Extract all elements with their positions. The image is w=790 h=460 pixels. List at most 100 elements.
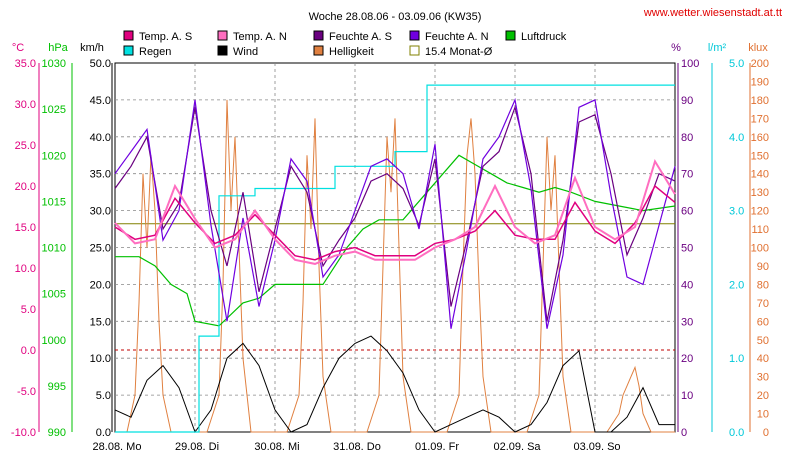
x-tick-label: 28.08. Mo <box>93 441 142 453</box>
tick-label: 20 <box>681 353 693 365</box>
series-regen <box>115 84 675 433</box>
legend-label: Helligkeit <box>329 46 374 58</box>
legend-label: 15.4 Monat-Ø <box>425 46 493 58</box>
tick-label: 0 <box>763 427 769 439</box>
legend-swatch <box>313 30 324 41</box>
tick-label: 15.0 <box>90 316 111 328</box>
legend-swatch <box>409 30 420 41</box>
tick-label: 25.0 <box>90 243 111 255</box>
tick-label: 1005 <box>42 289 66 301</box>
tick-label: 70 <box>681 169 693 181</box>
x-tick-label: 03.09. So <box>573 441 620 453</box>
series-helligkeit <box>115 99 675 433</box>
tick-label: 15.0 <box>15 222 36 234</box>
axis-unit: % <box>671 42 681 54</box>
tick-label: 30.0 <box>90 206 111 218</box>
tick-label: 1030 <box>42 58 66 70</box>
tick-label: 40.0 <box>90 132 111 144</box>
legend-label: Luftdruck <box>521 31 567 43</box>
series-feuchte-s <box>114 105 676 322</box>
tick-label: 1015 <box>42 196 66 208</box>
tick-label: 50 <box>757 335 769 347</box>
legend-swatch <box>123 45 134 56</box>
axis-unit: klux <box>748 42 768 54</box>
legend-label: Temp. A. S <box>139 31 192 43</box>
axis-unit: km/h <box>80 42 104 54</box>
x-tick-label: 02.09. Sa <box>493 441 541 453</box>
legend-label: Feuchte A. N <box>425 31 489 43</box>
tick-label: 10.0 <box>15 263 36 275</box>
tick-label: 50.0 <box>90 58 111 70</box>
tick-label: 10 <box>681 390 693 402</box>
tick-label: 130 <box>751 187 769 199</box>
grid <box>115 63 675 432</box>
series-luftdruck <box>115 154 676 327</box>
tick-label: 40 <box>757 353 769 365</box>
tick-label: 35.0 <box>15 58 36 70</box>
tick-label: 0 <box>681 427 687 439</box>
tick-label: 2.0 <box>729 279 744 291</box>
x-tick-label: 30.08. Mi <box>254 441 299 453</box>
source-url: www.wetter.wiesenstadt.at.tt <box>643 7 782 19</box>
tick-label: 200 <box>751 58 769 70</box>
tick-label: 4.0 <box>729 132 744 144</box>
tick-label: 100 <box>681 58 699 70</box>
axes: 35.0 30.0 25.0 20.0 15.0 10.0 5.0 0.0 -5.0 -10.0 1… <box>11 58 769 439</box>
legend-label: Regen <box>139 46 171 58</box>
legend-swatch <box>217 30 228 41</box>
axis-units: °C hPa km/h% l/m² klux <box>12 42 768 54</box>
tick-label: 110 <box>751 224 769 236</box>
tick-label: 1020 <box>42 150 66 162</box>
tick-label: 10 <box>757 409 769 421</box>
legend-label: Temp. A. N <box>233 31 287 43</box>
x-tick-label: 29.08. Di <box>175 441 219 453</box>
tick-label: 140 <box>751 169 769 181</box>
tick-label: 25.0 <box>15 140 36 152</box>
tick-label: 190 <box>751 76 769 88</box>
legend: Temp. A. S Temp. A. N Feuchte A. S Feuchte … <box>123 30 567 58</box>
tick-label: 170 <box>751 113 769 125</box>
tick-label: 70 <box>757 298 769 310</box>
series-layer <box>114 84 676 434</box>
x-tick-label: 31.08. Do <box>333 441 381 453</box>
tick-label: 160 <box>751 132 769 144</box>
tick-label: 60 <box>757 316 769 328</box>
tick-label: 60 <box>681 206 693 218</box>
tick-label: 180 <box>751 95 769 107</box>
series-feuchte-n <box>114 97 676 329</box>
tick-label: 80 <box>757 279 769 291</box>
series-temp-n <box>114 158 676 265</box>
tick-label: 1025 <box>42 104 66 116</box>
tick-label: 35.0 <box>90 169 111 181</box>
legend-swatch <box>217 45 228 56</box>
tick-label: 20.0 <box>90 279 111 291</box>
axis-unit: °C <box>12 42 24 54</box>
tick-label: 120 <box>751 206 769 218</box>
tick-label: 1.0 <box>729 353 744 365</box>
tick-label: 1000 <box>42 335 66 347</box>
axis-unit: l/m² <box>708 42 727 54</box>
tick-label: -10.0 <box>11 427 36 439</box>
tick-label: 0.0 <box>21 345 36 357</box>
tick-label: 5.0 <box>729 58 744 70</box>
legend-swatch <box>409 45 420 56</box>
x-tick-label: 01.09. Fr <box>415 441 459 453</box>
tick-label: 40 <box>681 279 693 291</box>
tick-label: -5.0 <box>17 386 36 398</box>
tick-label: 990 <box>48 427 66 439</box>
axis-unit: hPa <box>48 42 68 54</box>
tick-label: 90 <box>681 95 693 107</box>
legend-swatch <box>313 45 324 56</box>
tick-label: 30 <box>757 372 769 384</box>
tick-label: 90 <box>757 261 769 273</box>
tick-label: 3.0 <box>729 206 744 218</box>
legend-label: Feuchte A. S <box>329 31 392 43</box>
tick-label: 0.0 <box>729 427 744 439</box>
tick-label: 150 <box>751 150 769 162</box>
tick-label: 10.0 <box>90 353 111 365</box>
x-axis-labels: 28.08. Mo 29.08. Di 30.08. Mi 31.08. Do 01.0… <box>93 441 621 453</box>
tick-label: 50 <box>681 243 693 255</box>
tick-label: 30 <box>681 316 693 328</box>
tick-label: 20 <box>757 390 769 402</box>
tick-label: 5.0 <box>96 390 111 402</box>
